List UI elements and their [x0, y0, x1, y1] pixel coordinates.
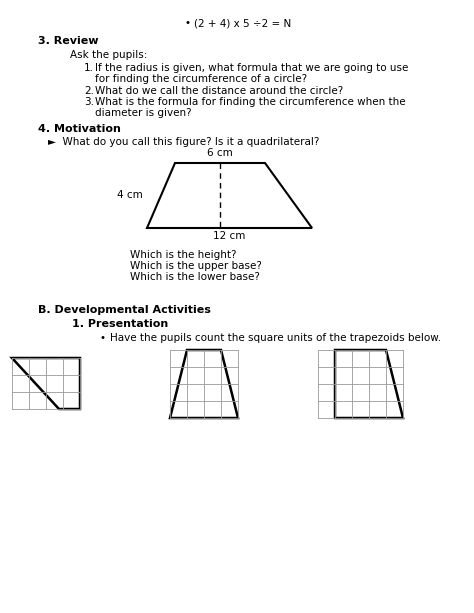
Text: (2 + 4) x 5 ÷2 = N: (2 + 4) x 5 ÷2 = N — [194, 18, 291, 28]
Text: 1.: 1. — [84, 63, 94, 73]
Text: 12 cm: 12 cm — [213, 231, 246, 241]
Text: Which is the height?: Which is the height? — [130, 250, 237, 260]
Text: Ask the pupils:: Ask the pupils: — [70, 50, 147, 60]
Text: What is the formula for finding the circumference when the: What is the formula for finding the circ… — [95, 97, 406, 107]
Text: •: • — [100, 333, 106, 343]
Text: If the radius is given, what formula that we are going to use: If the radius is given, what formula tha… — [95, 63, 409, 73]
Text: 1. Presentation: 1. Presentation — [72, 319, 168, 329]
Text: Have the pupils count the square units of the trapezoids below.: Have the pupils count the square units o… — [110, 333, 441, 343]
Text: diameter is given?: diameter is given? — [95, 108, 191, 118]
Text: Which is the upper base?: Which is the upper base? — [130, 261, 262, 271]
Text: Which is the lower base?: Which is the lower base? — [130, 272, 260, 282]
Text: B. Developmental Activities: B. Developmental Activities — [38, 305, 211, 315]
Text: •: • — [185, 18, 191, 28]
Text: 4. Motivation: 4. Motivation — [38, 124, 121, 134]
Text: 4 cm: 4 cm — [117, 191, 143, 200]
Text: for finding the circumference of a circle?: for finding the circumference of a circl… — [95, 74, 307, 84]
Text: 3.: 3. — [84, 97, 94, 107]
Text: What do we call the distance around the circle?: What do we call the distance around the … — [95, 86, 343, 96]
Text: 3. Review: 3. Review — [38, 36, 99, 46]
Text: 6 cm: 6 cm — [207, 148, 233, 158]
Text: 2.: 2. — [84, 86, 94, 96]
Text: ►  What do you call this figure? Is it a quadrilateral?: ► What do you call this figure? Is it a … — [48, 137, 319, 147]
